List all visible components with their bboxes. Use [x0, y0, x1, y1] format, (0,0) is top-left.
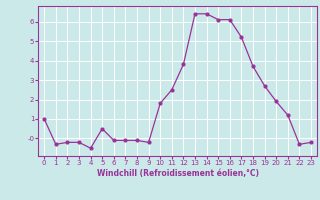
- X-axis label: Windchill (Refroidissement éolien,°C): Windchill (Refroidissement éolien,°C): [97, 169, 259, 178]
